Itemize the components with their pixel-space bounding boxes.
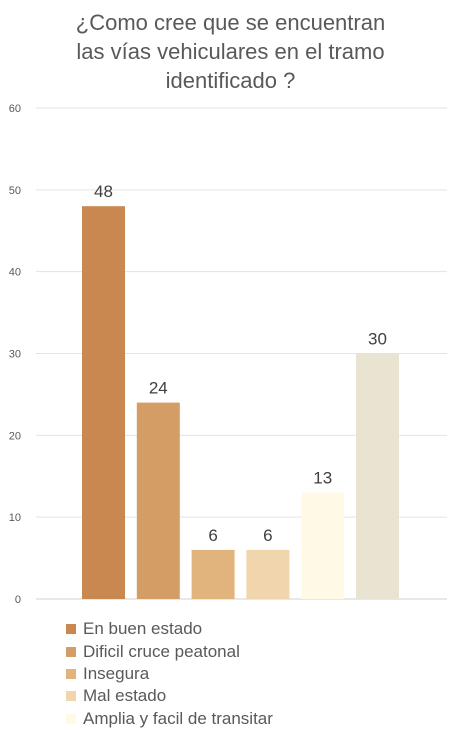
- legend-item: Mal estado: [66, 685, 273, 707]
- data-label: 13: [313, 469, 332, 488]
- y-tick-label: 10: [9, 512, 21, 524]
- legend-item: En buen estado: [66, 618, 273, 640]
- chart-title-line-3: identificado ?: [165, 68, 296, 93]
- legend-swatch: [66, 691, 76, 702]
- chart-title: ¿Como cree que se encuentran las vías ve…: [20, 8, 441, 95]
- y-axis-tick-labels: 0 10 20 30 40 50 60: [9, 103, 21, 606]
- legend-label: Insegura: [83, 663, 150, 683]
- bars: [82, 206, 399, 599]
- legend-item: Insegura: [66, 663, 273, 685]
- bar: [246, 549, 290, 599]
- bar: [356, 353, 399, 599]
- legend-label: Amplia y facil de transitar: [83, 708, 273, 728]
- data-label: 48: [94, 182, 113, 201]
- y-tick-label: 0: [15, 594, 21, 606]
- bar: [191, 549, 235, 599]
- legend-swatch: [66, 624, 76, 635]
- bar: [136, 402, 180, 599]
- legend-label: Mal estado: [83, 686, 167, 706]
- y-tick-label: 30: [9, 349, 21, 361]
- legend-item: Dificil cruce peatonal: [66, 640, 273, 662]
- y-tick-label: 50: [9, 185, 21, 197]
- data-label: 24: [149, 379, 168, 398]
- data-label: 6: [263, 526, 272, 545]
- legend-swatch: [66, 668, 76, 679]
- chart-title-line-2: las vías vehiculares en el tramo: [76, 39, 385, 64]
- data-labels: 48 24 6 6 13 30: [94, 182, 387, 545]
- bar: [82, 206, 125, 599]
- y-tick-label: 20: [9, 430, 21, 442]
- legend-swatch: [66, 713, 76, 724]
- legend: En buen estado Dificil cruce peatonal In…: [66, 618, 273, 730]
- y-tick-label: 60: [9, 103, 21, 115]
- bar: [301, 492, 345, 599]
- y-tick-label: 40: [9, 267, 21, 279]
- data-label: 30: [368, 330, 387, 349]
- legend-label: En buen estado: [83, 619, 203, 639]
- chart-title-line-1: ¿Como cree que se encuentran: [75, 10, 386, 35]
- legend-swatch: [66, 646, 76, 657]
- legend-label: Dificil cruce peatonal: [83, 641, 240, 661]
- data-label: 6: [208, 526, 217, 545]
- legend-item: Amplia y facil de transitar: [66, 708, 273, 730]
